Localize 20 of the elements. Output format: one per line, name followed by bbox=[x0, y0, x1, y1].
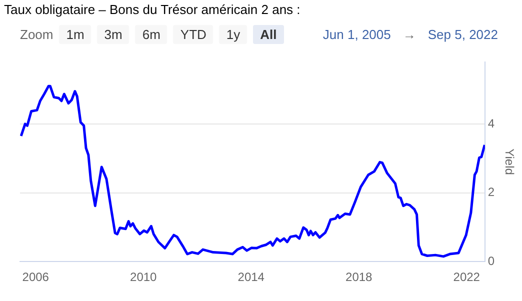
chart-title: Taux obligataire – Bons du Trésor américain 2 ans : bbox=[4, 2, 300, 17]
x-tick-label: 2018 bbox=[346, 270, 373, 284]
y-tick-label: 2 bbox=[488, 185, 495, 200]
text: → bbox=[402, 27, 416, 42]
zoom-button: 6m bbox=[135, 25, 168, 44]
y-tick-label: 4 bbox=[488, 116, 495, 130]
zoom-button: 1m bbox=[59, 25, 92, 44]
text: Sep 5, 2022 bbox=[428, 27, 498, 42]
x-tick-label: 2022 bbox=[453, 270, 480, 284]
x-tick-label: 2014 bbox=[238, 270, 265, 284]
zoom-button: All bbox=[253, 25, 284, 44]
x-tick-label: 2006 bbox=[22, 270, 50, 284]
zoom-button: 3m bbox=[97, 25, 130, 44]
text: Jun 1, 2005 bbox=[322, 27, 391, 42]
text: Zoom bbox=[20, 27, 54, 42]
zoom-button: YTD bbox=[173, 25, 214, 44]
y-axis-title: Yield bbox=[502, 148, 516, 175]
x-tick-label: 2010 bbox=[130, 270, 158, 284]
y-tick-label: 0 bbox=[488, 254, 495, 268]
zoom-button: 1y bbox=[219, 25, 248, 44]
